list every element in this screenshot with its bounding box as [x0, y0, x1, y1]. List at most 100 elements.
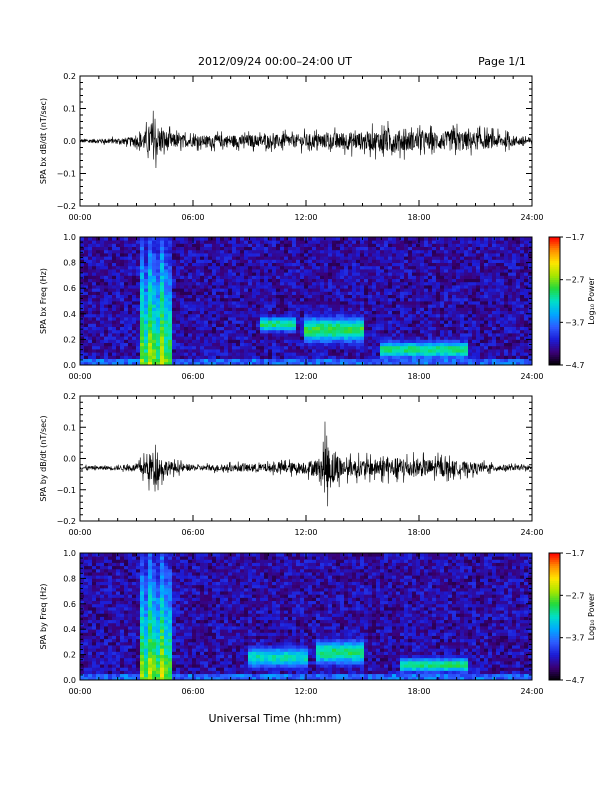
spectrogram-cell	[112, 355, 117, 359]
spectrogram-cell	[384, 320, 389, 324]
spectrogram-cell	[452, 262, 457, 267]
spectrogram-cell	[504, 262, 509, 267]
spectrogram-cell	[352, 358, 357, 363]
spectrogram-cell	[472, 326, 477, 331]
spectrogram-cell	[468, 361, 473, 366]
spectrogram-cell	[464, 336, 469, 340]
spectrogram-cell	[308, 307, 313, 311]
colorbar-step	[549, 266, 560, 270]
spectrogram-cell	[300, 310, 305, 315]
spectrogram-cell	[176, 265, 181, 270]
spectrogram-cell	[136, 326, 141, 331]
colorbar-step	[549, 298, 560, 302]
spectrogram-cell	[80, 256, 85, 260]
spectrogram-cell	[300, 323, 305, 327]
spectrogram-cell	[488, 256, 493, 260]
spectrogram-cell	[132, 301, 137, 305]
spectrogram-cell	[152, 358, 157, 363]
spectrogram-cell	[168, 349, 173, 353]
spectrogram-cell	[296, 333, 301, 337]
spectrogram-cell	[440, 339, 445, 343]
spectrogram-cell	[188, 297, 193, 302]
spectrogram-cell	[104, 323, 109, 327]
spectrogram-cell	[516, 329, 521, 334]
spectrogram-cell	[508, 320, 513, 324]
spectrogram-cell	[272, 352, 277, 356]
spectrogram-cell	[288, 262, 293, 267]
spectrogram-cell	[500, 275, 505, 279]
spectrogram-cell	[392, 249, 397, 254]
spectrogram-cell	[216, 243, 221, 247]
spectrogram-cell	[136, 249, 141, 254]
spectrogram-cell	[416, 329, 421, 334]
spectrogram-cell	[356, 285, 361, 289]
spectrogram-cell	[300, 326, 305, 331]
spectrogram-cell	[368, 320, 373, 324]
spectrogram-cell	[512, 326, 517, 331]
spectrogram-cell	[328, 349, 333, 353]
spectrogram-cell	[392, 349, 397, 353]
spectrogram-cell	[204, 281, 209, 286]
spectrogram-cell	[428, 349, 433, 353]
spectrogram-cell	[464, 326, 469, 331]
spectrogram-cell	[300, 336, 305, 340]
spectrogram-cell	[436, 265, 441, 270]
spectrogram-cell	[112, 342, 117, 347]
spectrogram-cell	[280, 249, 285, 254]
spectrogram-cell	[80, 619, 85, 624]
spectrogram-cell	[236, 323, 241, 327]
spectrogram-cell	[496, 288, 501, 292]
spectrogram-cell	[472, 297, 477, 302]
spectrogram-cell	[420, 339, 425, 343]
spectrogram-cell	[380, 336, 385, 340]
spectrogram-cell	[256, 237, 261, 241]
spectrogram-cell	[204, 297, 209, 302]
spectrogram-cell	[412, 358, 417, 363]
spectrogram-cell	[380, 339, 385, 343]
spectrogram-cell	[480, 345, 485, 350]
spectrogram-cell	[396, 304, 401, 308]
spectrogram-cell	[496, 265, 501, 270]
spectrogram-cell	[116, 342, 121, 347]
spectrogram-cell	[268, 288, 273, 292]
spectrogram-cell	[80, 591, 85, 595]
spectrogram-cell	[476, 243, 481, 247]
spectrogram-cell	[152, 336, 157, 340]
spectrogram-cell	[524, 320, 529, 324]
spectrogram-cell	[420, 304, 425, 308]
spectrogram-cell	[256, 326, 261, 331]
spectrogram-cell	[228, 349, 233, 353]
spectrogram-cell	[108, 246, 113, 251]
spectrogram-cell	[360, 278, 365, 283]
spectrogram-cell	[256, 297, 261, 302]
spectrogram-cell	[140, 313, 145, 318]
spectrogram-cell	[128, 278, 133, 283]
spectrogram-cell	[388, 326, 393, 331]
spectrogram-cell	[440, 246, 445, 251]
spectrogram-cell	[276, 272, 281, 276]
spectrogram-cell	[404, 237, 409, 241]
spectrogram-cell	[228, 301, 233, 305]
spectrogram-cell	[196, 288, 201, 292]
spectrogram-cell	[488, 275, 493, 279]
spectrogram-cell	[392, 269, 397, 273]
spectrogram-cell	[500, 253, 505, 257]
spectrogram-cell	[216, 320, 221, 324]
spectrogram-cell	[176, 275, 181, 279]
spectrogram-cell	[408, 262, 413, 267]
spectrogram-cell	[528, 259, 533, 263]
spectrogram-cell	[100, 317, 105, 321]
spectrogram-cell	[116, 336, 121, 340]
spectrogram-cell	[508, 275, 513, 279]
spectrogram-cell	[224, 336, 229, 340]
spectrogram-cell	[480, 285, 485, 289]
spectrogram-cell	[128, 243, 133, 247]
spectrogram-cell	[92, 352, 97, 356]
spectrogram-cell	[524, 249, 529, 254]
spectrogram-cell	[336, 259, 341, 263]
spectrogram-cell	[192, 326, 197, 331]
spectrogram-cell	[160, 326, 165, 331]
spectrogram-cell	[192, 323, 197, 327]
spectrogram-cell	[264, 317, 269, 321]
colorbar-step	[549, 283, 560, 287]
